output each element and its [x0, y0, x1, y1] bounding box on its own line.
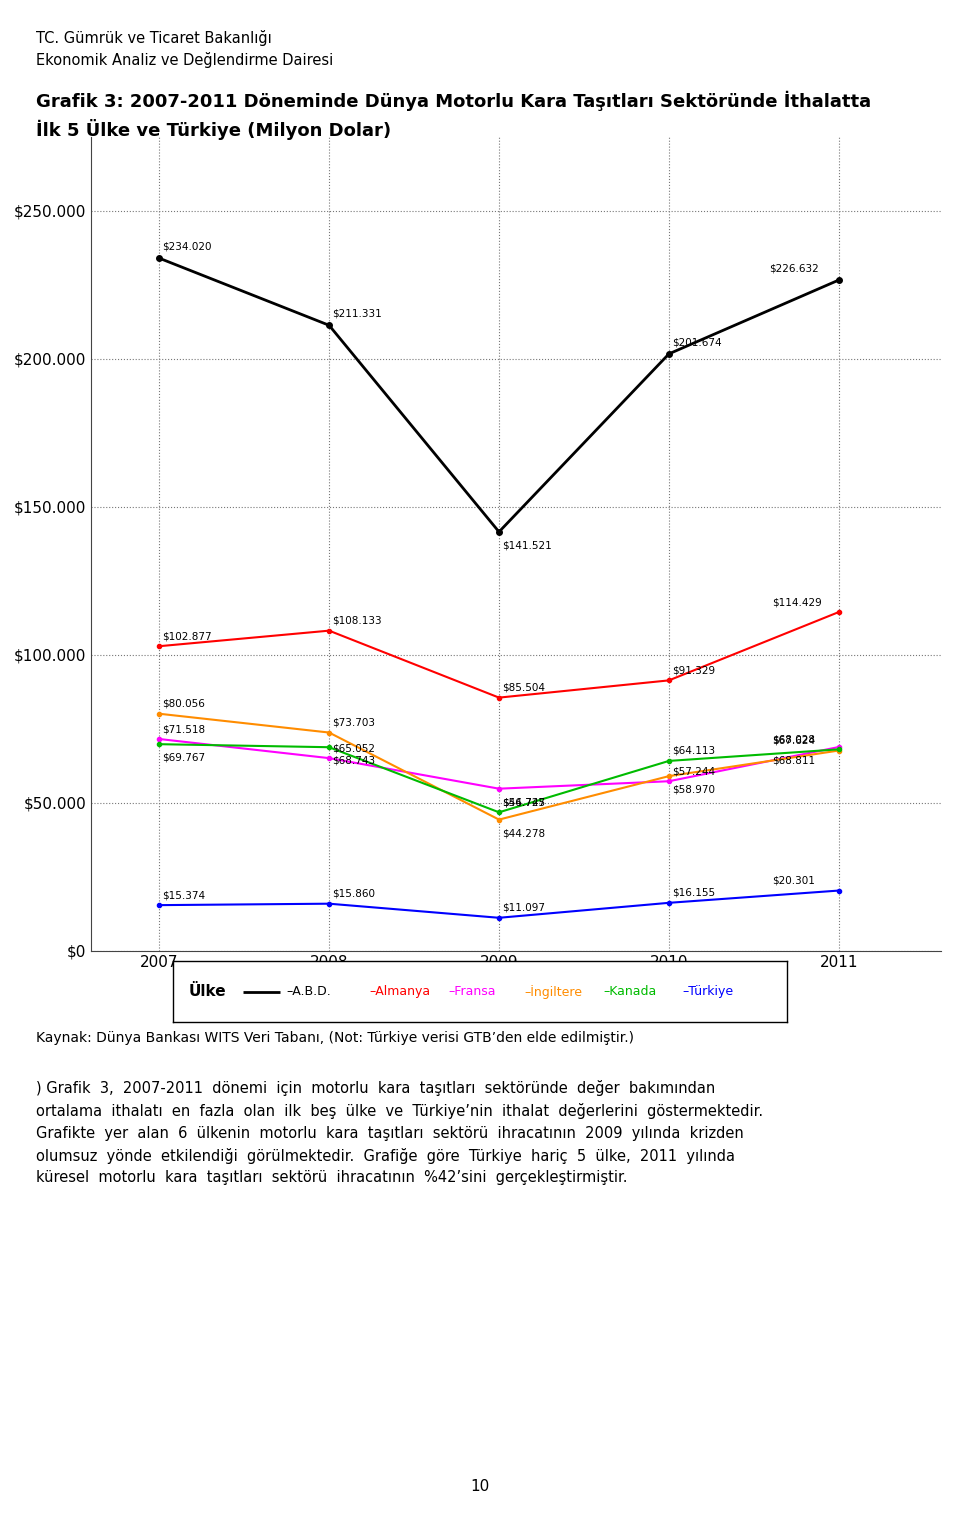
Text: $57.244: $57.244 — [672, 767, 715, 776]
Text: $65.052: $65.052 — [332, 744, 374, 753]
Text: Ekonomik Analiz ve Değlendirme Dairesi: Ekonomik Analiz ve Değlendirme Dairesi — [36, 52, 334, 68]
Text: $20.301: $20.301 — [772, 876, 815, 885]
Text: –Türkiye: –Türkiye — [683, 986, 733, 998]
Text: $71.518: $71.518 — [162, 724, 205, 735]
Text: $69.767: $69.767 — [162, 753, 205, 764]
Text: $44.278: $44.278 — [502, 829, 545, 838]
Text: $234.020: $234.020 — [162, 242, 211, 252]
Text: 10: 10 — [470, 1478, 490, 1494]
Text: $64.113: $64.113 — [672, 745, 715, 756]
Text: $80.056: $80.056 — [162, 698, 204, 709]
Text: İlk 5 Ülke ve Türkiye (Milyon Dolar): İlk 5 Ülke ve Türkiye (Milyon Dolar) — [36, 119, 392, 140]
Text: Ülke: Ülke — [188, 984, 226, 999]
Text: $114.429: $114.429 — [772, 598, 822, 607]
Text: $68.743: $68.743 — [332, 756, 375, 767]
Text: $68.028: $68.028 — [772, 735, 815, 744]
Text: Kaynak: Dünya Bankası WITS Veri Tabanı, (Not: Türkiye verisi GTB’den elde edilmi: Kaynak: Dünya Bankası WITS Veri Tabanı, … — [36, 1031, 635, 1045]
Text: $102.877: $102.877 — [162, 631, 211, 642]
Text: $54.727: $54.727 — [502, 797, 545, 808]
Text: $16.155: $16.155 — [672, 888, 715, 897]
Text: TC. Gümrük ve Ticaret Bakanlığı: TC. Gümrük ve Ticaret Bakanlığı — [36, 30, 273, 47]
Text: $141.521: $141.521 — [502, 540, 552, 551]
Text: $91.329: $91.329 — [672, 665, 715, 675]
Text: $226.632: $226.632 — [769, 263, 819, 274]
Text: $211.331: $211.331 — [332, 309, 382, 319]
Text: –A.B.D.: –A.B.D. — [286, 986, 331, 998]
Text: –Kanada: –Kanada — [604, 986, 657, 998]
Text: –Almanya: –Almanya — [370, 986, 430, 998]
Text: $58.970: $58.970 — [672, 785, 714, 795]
Text: –İngiltere: –İngiltere — [525, 984, 583, 999]
Text: $108.133: $108.133 — [332, 616, 381, 625]
Text: –Fransa: –Fransa — [448, 986, 495, 998]
Text: $201.674: $201.674 — [672, 338, 721, 347]
Text: ) Grafik  3,  2007-2011  dönemi  için  motorlu  kara  taşıtları  sektöründe  değ: ) Grafik 3, 2007-2011 dönemi için motorl… — [36, 1080, 763, 1185]
Text: $15.374: $15.374 — [162, 890, 205, 900]
Text: $15.860: $15.860 — [332, 888, 374, 899]
Text: $68.811: $68.811 — [772, 756, 815, 765]
Text: $46.745: $46.745 — [502, 797, 545, 808]
Text: $85.504: $85.504 — [502, 683, 544, 692]
Text: $11.097: $11.097 — [502, 903, 544, 913]
Text: $67.624: $67.624 — [772, 736, 815, 745]
Text: Grafik 3: 2007-2011 Döneminde Dünya Motorlu Kara Taşıtları Sektöründe İthalatta: Grafik 3: 2007-2011 Döneminde Dünya Moto… — [36, 91, 872, 111]
Text: $73.703: $73.703 — [332, 718, 374, 727]
